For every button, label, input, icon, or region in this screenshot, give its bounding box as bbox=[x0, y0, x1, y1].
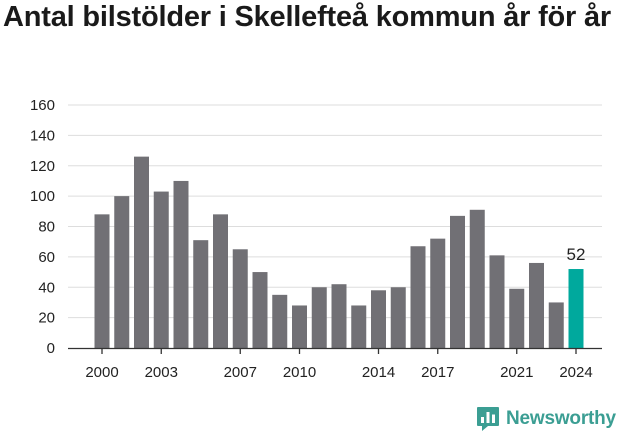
bar-2012 bbox=[331, 284, 347, 348]
bar-2007 bbox=[232, 249, 248, 348]
y-tick-label: 160 bbox=[30, 97, 55, 114]
bar-2020 bbox=[489, 255, 505, 348]
x-tick-label: 2024 bbox=[559, 364, 592, 381]
bar-2013 bbox=[351, 305, 367, 348]
y-tick-label: 120 bbox=[30, 158, 55, 175]
y-tick-label: 40 bbox=[38, 279, 55, 296]
bar-2009 bbox=[272, 294, 288, 348]
y-tick-label: 20 bbox=[38, 310, 55, 327]
y-tick-label: 80 bbox=[38, 219, 55, 236]
x-tick-label: 2000 bbox=[85, 364, 118, 381]
chart-title: Antal bilstölder i Skellefteå kommun år … bbox=[3, 1, 612, 33]
data-labels: 52 bbox=[567, 245, 586, 264]
x-tick-label: 2007 bbox=[224, 364, 257, 381]
bar-2003 bbox=[153, 191, 169, 348]
bar-2010 bbox=[292, 305, 307, 348]
bar-2023 bbox=[548, 302, 564, 348]
y-axis: 0 20 40 60 80 100 120 140 160 bbox=[30, 97, 55, 357]
y-tick-label: 60 bbox=[38, 249, 55, 266]
bar-2006 bbox=[213, 214, 228, 348]
x-axis: 2000 2003 2007 2010 2014 2017 2021 2024 bbox=[68, 347, 602, 381]
x-tick-label: 2003 bbox=[145, 364, 178, 381]
y-tick-label: 100 bbox=[30, 188, 55, 205]
x-tick-label: 2014 bbox=[362, 364, 395, 381]
bar-2011 bbox=[311, 287, 327, 348]
x-tick-label: 2017 bbox=[421, 364, 454, 381]
bar-2005 bbox=[193, 240, 209, 348]
brand-name: Newsworthy bbox=[506, 408, 616, 429]
bar-2017 bbox=[430, 238, 446, 348]
bar-2018 bbox=[450, 215, 465, 348]
bar-2022 bbox=[529, 262, 544, 348]
bar-2014 bbox=[371, 290, 386, 348]
bar-2004 bbox=[173, 180, 189, 348]
bar-2021 bbox=[509, 288, 525, 348]
bar-2015 bbox=[390, 287, 406, 348]
bar-2008 bbox=[252, 272, 268, 348]
x-tick-label: 2010 bbox=[283, 364, 316, 381]
bar-2001 bbox=[114, 196, 130, 348]
x-tick-label: 2021 bbox=[500, 364, 533, 381]
y-tick-label: 140 bbox=[30, 127, 55, 144]
data-label-2024: 52 bbox=[567, 245, 586, 264]
newsworthy-brand[interactable]: Newsworthy bbox=[476, 406, 616, 432]
bar-2000 bbox=[94, 214, 110, 348]
bar-2016 bbox=[410, 246, 426, 348]
y-tick-label: 0 bbox=[47, 340, 55, 357]
bar-chart-speech-icon bbox=[477, 407, 499, 431]
bar-2019 bbox=[469, 209, 485, 348]
bars bbox=[94, 156, 584, 348]
bar-2002 bbox=[134, 156, 149, 348]
bar-2024 bbox=[568, 269, 584, 348]
